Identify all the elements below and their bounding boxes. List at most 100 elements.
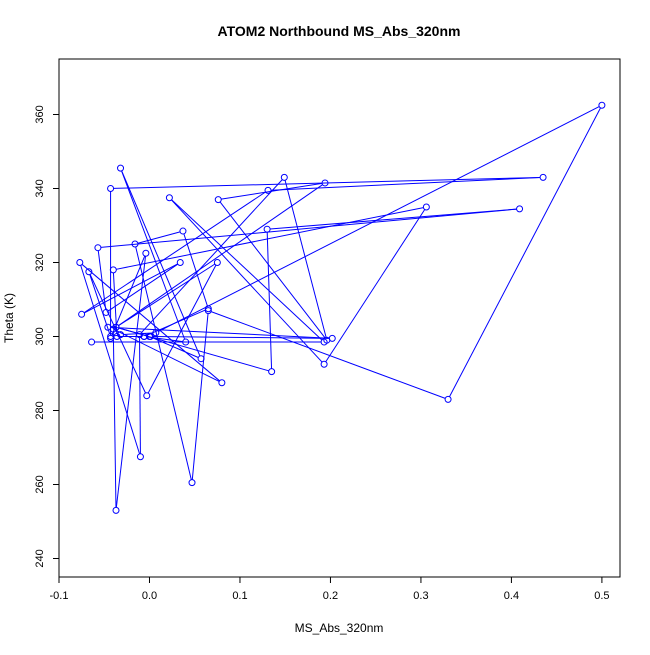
series-segment [219,201,326,339]
y-tick-label: 240 [34,549,46,567]
series-segment [171,199,323,341]
data-point [136,453,144,461]
data-point [197,355,205,363]
plot-frame [58,58,621,578]
data-point [213,259,221,266]
series-segment [80,265,141,455]
data-point [539,173,547,181]
series-segment [141,179,283,333]
series-segment [191,313,209,480]
x-tick-label: 0.5 [594,590,609,602]
series-segment [449,107,601,397]
data-point [321,179,329,187]
series-segment [108,263,179,312]
data-point [218,379,226,387]
data-point [263,225,271,233]
series-segment [123,332,153,335]
data-point [117,164,125,172]
data-point [280,173,288,181]
data-point [76,259,84,266]
y-tick-label: 280 [34,401,46,419]
data-point [264,186,272,194]
y-tick-label: 300 [34,327,46,345]
data-point [85,268,93,276]
data-point [78,310,86,318]
series-segment [121,170,186,340]
data-point [107,333,115,340]
series-segment [270,208,517,230]
data-point [444,395,452,403]
y-tick-label: 360 [34,105,46,123]
y-tick-label: 340 [34,179,46,197]
y-tick-label: 260 [34,475,46,493]
data-point [88,338,96,346]
series-segment [89,274,111,334]
series-segment [210,311,446,399]
series-segment [100,208,517,248]
series-segment [137,231,181,244]
series-segment [135,246,192,480]
data-point [117,331,125,339]
series-segment [121,170,201,357]
series-segment [183,233,208,307]
data-point [143,392,151,400]
series-segment [139,337,141,454]
x-tick-label: 0.1 [232,590,247,602]
y-tick-label: 320 [34,253,46,271]
data-point [176,259,184,266]
series-segment [115,256,147,508]
series-layer [76,101,606,514]
data-point [179,227,187,235]
data-point [165,194,173,202]
series-segment [111,255,146,336]
series-segment [112,332,117,508]
x-tick-label: 0.2 [323,590,338,602]
data-point [214,196,222,204]
x-axis-label: MS_Abs_320nm [295,621,384,635]
data-point [136,331,144,339]
data-point [204,307,212,315]
data-point [112,506,120,514]
data-point [152,329,160,337]
series-segment [153,336,330,339]
x-tick-label: 0.0 [142,590,157,602]
chart-title: ATOM2 Northbound MS_Abs_320nm [218,23,461,39]
data-point [104,323,112,331]
data-point [107,185,115,192]
data-point [320,360,328,368]
series-segment [118,327,269,372]
data-point [94,244,102,252]
series-segment [284,180,327,338]
series-segment [152,337,199,358]
x-tick-label: 0.4 [504,590,519,602]
data-point [182,338,190,346]
data-point [422,203,430,211]
series-segment [83,191,266,314]
data-point [188,479,196,487]
series-segment [112,272,118,334]
data-point [268,368,276,376]
y-axis: 240 260 280 300 320 340 360 [34,105,59,568]
data-point [107,334,115,342]
series-segment [118,263,216,327]
series-segment [116,207,424,270]
x-tick-label: 0.3 [413,590,428,602]
series-segment [270,177,541,191]
y-axis-label: Theta (K) [2,293,16,343]
x-tick-label: -0.1 [50,590,69,602]
series-segment [147,264,217,394]
series-segment [113,176,541,189]
data-point [598,101,606,109]
series-segment [221,182,323,200]
series-segment [110,326,330,339]
series-segment [158,106,600,332]
data-point [142,249,150,257]
x-axis: -0.1 0.0 0.1 0.2 0.3 0.4 0.5 [50,577,610,602]
series-segment [146,309,206,336]
data-point [131,240,139,248]
series-segment [325,209,426,363]
data-point [102,308,110,316]
data-point [146,333,154,340]
